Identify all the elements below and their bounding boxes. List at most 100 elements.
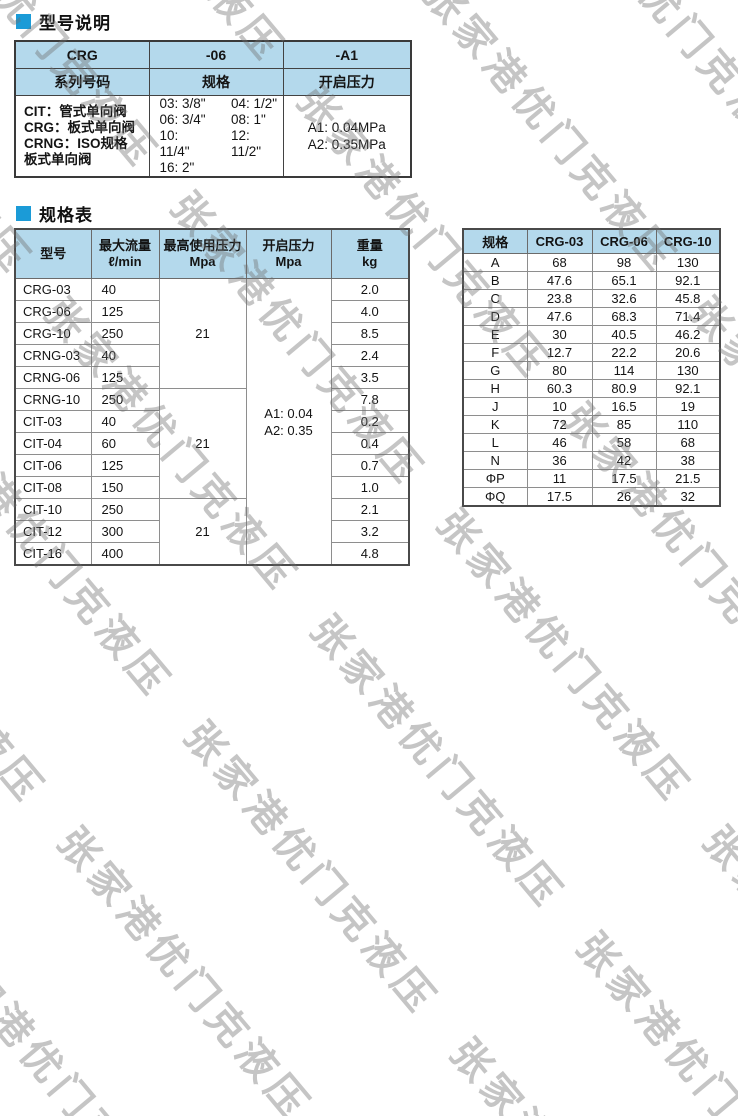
- dim-row: D 47.6 68.3 71.4: [462, 307, 721, 326]
- flow-cell: 150: [90, 476, 160, 499]
- model-cell: CIT-03: [14, 410, 92, 433]
- dim-label: L: [462, 433, 528, 452]
- dim-row: B 47.6 65.1 92.1: [462, 271, 721, 290]
- series-descriptions-cell: CIT：管式单向阀 CRG：板式单向阀 CRNG：ISO规格 板式单向阀: [14, 95, 150, 178]
- dim-value: 16.5: [591, 397, 657, 416]
- weight-cell: 1.0: [330, 476, 410, 499]
- model-body-row: CIT：管式单向阀 CRG：板式单向阀 CRNG：ISO规格 板式单向阀 03:…: [14, 95, 412, 178]
- flow-cell: 250: [90, 322, 160, 345]
- spec-row: CRNG-10 250 21 7.8: [14, 388, 410, 499]
- dim-value: 32.6: [591, 289, 657, 308]
- dim-value: 42: [591, 451, 657, 470]
- dim-row: A 68 98 130: [462, 253, 721, 272]
- weight-cell: 8.5: [330, 322, 410, 345]
- dim-row: F 12.7 22.2 20.6: [462, 343, 721, 362]
- flow-cell: 250: [90, 498, 160, 521]
- dim-value: 45.8: [655, 289, 721, 308]
- dim-row: E 30 40.5 46.2: [462, 325, 721, 344]
- model-code-series: CRG: [14, 40, 150, 69]
- series-number-label: 系列号码: [14, 68, 150, 96]
- size-option: 10: 11/4": [159, 128, 190, 159]
- series-line: 板式单向阀: [24, 152, 92, 167]
- dim-value: 58: [591, 433, 657, 452]
- max-pressure-merged-cell: 21: [158, 388, 247, 499]
- weight-cell: 0.7: [330, 454, 410, 477]
- spec-header-row: 型号 最大流量 ℓ/min 最高使用压力 Mpa 开启压力 Mpa 重量 kg: [14, 228, 410, 279]
- opening-pressure-line: A2: 0.35: [264, 422, 313, 438]
- dim-value: 98: [591, 253, 657, 272]
- spec-row: CRNG-06 125 3.5: [14, 366, 410, 389]
- size-option: 16: 2": [159, 160, 195, 175]
- spec-row: CIT-04 60 0.4: [14, 432, 410, 455]
- model-cell: CRNG-06: [14, 366, 92, 389]
- flow-cell: 300: [90, 520, 160, 543]
- dim-value: 30: [526, 325, 593, 344]
- dim-label: ΦP: [462, 469, 528, 488]
- dim-value: 85: [591, 415, 657, 434]
- weight-cell: 4.0: [330, 300, 410, 323]
- dim-row: N 36 42 38: [462, 451, 721, 470]
- dim-value: 47.6: [526, 307, 593, 326]
- model-cell: CRNG-03: [14, 344, 92, 367]
- dim-value: 60.3: [526, 379, 593, 398]
- weight-cell: 3.2: [330, 520, 410, 543]
- flow-cell: 125: [90, 454, 160, 477]
- dim-value: 47.6: [526, 271, 593, 290]
- opening-pressure-column-header: 开启压力 Mpa: [245, 228, 332, 279]
- dim-value: 72: [526, 415, 593, 434]
- model-section-title: 型号说明: [16, 9, 111, 34]
- blue-square-bullet-icon: [16, 206, 31, 221]
- dim-value: 68.3: [591, 307, 657, 326]
- dim-row: K 72 85 110: [462, 415, 721, 434]
- size-label: 规格: [148, 68, 284, 96]
- pressure-option: A2: 0.35MPa: [307, 137, 386, 152]
- max-pressure-merged-cell: 21: [158, 498, 247, 566]
- weight-cell: 2.4: [330, 344, 410, 367]
- model-section-title-text: 型号说明: [39, 14, 111, 33]
- series-line: CIT：管式单向阀: [24, 104, 127, 119]
- flow-cell: 250: [90, 388, 160, 411]
- size-option: 03: 3/8": [159, 96, 206, 111]
- series-line: CRG：板式单向阀: [24, 120, 135, 135]
- dim-label: E: [462, 325, 528, 344]
- dim-value: 110: [655, 415, 721, 434]
- dim-value: 11: [526, 469, 593, 488]
- dim-value: 46.2: [655, 325, 721, 344]
- dim-value: 92.1: [655, 379, 721, 398]
- dim-label: A: [462, 253, 528, 272]
- size-column-left: 03: 3/8" 06: 3/4" 10: 11/4" 16: 2": [160, 96, 212, 176]
- dim-row: C 23.8 32.6 45.8: [462, 289, 721, 308]
- dim-row: J 10 16.5 19: [462, 397, 721, 416]
- spec-row: CRG-03 40 21 A1: 0.04 A2: 0.35 2.0: [14, 278, 410, 566]
- dim-value: 19: [655, 397, 721, 416]
- dim-value: 17.5: [591, 469, 657, 488]
- weight-cell: 4.8: [330, 542, 410, 566]
- dim-value: 36: [526, 451, 593, 470]
- dim-label: N: [462, 451, 528, 470]
- model-cell: CIT-16: [14, 542, 92, 566]
- specification-table: 型号 最大流量 ℓ/min 最高使用压力 Mpa 开启压力 Mpa 重量 kg …: [14, 228, 410, 566]
- dim-row: ΦP 11 17.5 21.5: [462, 469, 721, 488]
- model-cell: CRG-03: [14, 278, 92, 301]
- dim-value: 23.8: [526, 289, 593, 308]
- dim-value: 12.7: [526, 343, 593, 362]
- opening-pressure-label: 开启压力: [282, 68, 412, 96]
- weight-cell: 7.8: [330, 388, 410, 411]
- dim-value: 32: [655, 487, 721, 507]
- dim-crg06-header: CRG-06: [591, 228, 657, 254]
- dim-label: G: [462, 361, 528, 380]
- flow-cell: 60: [90, 432, 160, 455]
- weight-cell: 0.4: [330, 432, 410, 455]
- dim-value: 130: [655, 253, 721, 272]
- flow-cell: 40: [90, 344, 160, 367]
- dim-row: L 46 58 68: [462, 433, 721, 452]
- dim-label: D: [462, 307, 528, 326]
- spec-section-title: 规格表: [16, 201, 93, 226]
- flow-cell: 125: [90, 300, 160, 323]
- dim-value: 21.5: [655, 469, 721, 488]
- opening-pressure-merged-cell: A1: 0.04 A2: 0.35: [245, 278, 332, 566]
- spec-row: CIT-08 150 1.0: [14, 476, 410, 499]
- dim-label: H: [462, 379, 528, 398]
- dim-header-row: 规格 CRG-03 CRG-06 CRG-10: [462, 228, 721, 254]
- model-cell: CRG-10: [14, 322, 92, 345]
